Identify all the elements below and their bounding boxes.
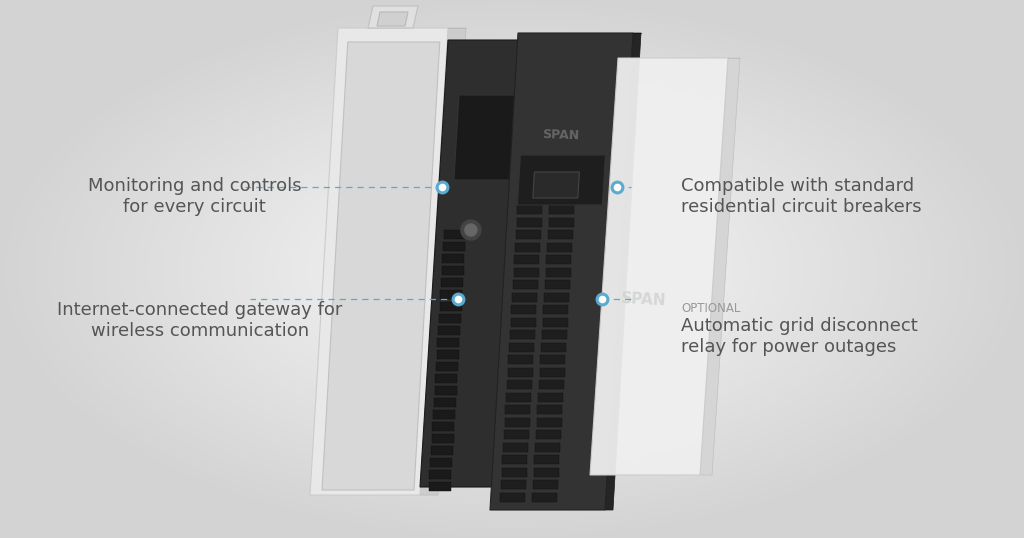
Polygon shape — [441, 266, 464, 275]
Polygon shape — [500, 492, 525, 501]
Polygon shape — [437, 338, 460, 347]
Polygon shape — [490, 33, 633, 510]
Polygon shape — [547, 255, 571, 264]
Polygon shape — [420, 28, 466, 495]
Text: SPAN: SPAN — [621, 291, 667, 309]
Text: Automatic grid disconnect
relay for power outages: Automatic grid disconnect relay for powe… — [681, 317, 918, 356]
Polygon shape — [511, 317, 536, 327]
Polygon shape — [506, 393, 531, 401]
Circle shape — [465, 224, 477, 236]
Polygon shape — [441, 278, 463, 287]
Polygon shape — [443, 230, 466, 239]
Polygon shape — [534, 468, 559, 477]
Polygon shape — [535, 455, 559, 464]
Polygon shape — [517, 217, 542, 226]
Polygon shape — [432, 434, 454, 443]
Polygon shape — [507, 380, 531, 389]
Polygon shape — [442, 254, 465, 263]
Text: OPTIONAL: OPTIONAL — [681, 302, 740, 315]
Polygon shape — [514, 255, 540, 264]
Polygon shape — [515, 243, 540, 251]
Text: Compatible with standard
residential circuit breakers: Compatible with standard residential cir… — [681, 177, 922, 216]
Polygon shape — [514, 267, 539, 277]
Polygon shape — [541, 355, 565, 364]
Polygon shape — [501, 480, 526, 489]
Polygon shape — [543, 317, 567, 327]
Polygon shape — [443, 242, 465, 251]
Text: SPAN: SPAN — [542, 128, 579, 142]
Polygon shape — [368, 6, 418, 28]
Polygon shape — [431, 446, 453, 455]
Polygon shape — [504, 430, 529, 439]
Polygon shape — [429, 482, 451, 491]
Polygon shape — [435, 374, 458, 383]
Polygon shape — [532, 480, 558, 489]
Polygon shape — [420, 40, 538, 487]
Polygon shape — [310, 28, 449, 495]
Polygon shape — [700, 58, 740, 475]
Polygon shape — [454, 95, 519, 180]
Polygon shape — [547, 243, 572, 251]
Polygon shape — [548, 230, 572, 239]
Polygon shape — [538, 405, 562, 414]
Polygon shape — [605, 33, 641, 510]
Polygon shape — [539, 393, 563, 401]
Text: Monitoring and controls
for every circuit: Monitoring and controls for every circui… — [88, 177, 301, 216]
Polygon shape — [512, 293, 538, 301]
Polygon shape — [541, 343, 566, 351]
Polygon shape — [532, 172, 580, 198]
Polygon shape — [544, 293, 569, 301]
Polygon shape — [377, 12, 408, 26]
Polygon shape — [537, 417, 561, 427]
Polygon shape — [505, 417, 529, 427]
Polygon shape — [436, 350, 459, 359]
Polygon shape — [544, 305, 568, 314]
Polygon shape — [503, 442, 528, 451]
Polygon shape — [509, 343, 535, 351]
Polygon shape — [513, 280, 538, 289]
Polygon shape — [440, 290, 462, 299]
Circle shape — [461, 220, 481, 240]
Polygon shape — [508, 355, 534, 364]
Polygon shape — [432, 422, 455, 431]
Polygon shape — [532, 492, 557, 501]
Polygon shape — [549, 217, 573, 226]
Polygon shape — [510, 40, 550, 487]
Polygon shape — [429, 470, 452, 479]
Polygon shape — [438, 326, 460, 335]
Polygon shape — [433, 410, 455, 419]
Polygon shape — [322, 42, 439, 490]
Polygon shape — [517, 155, 605, 205]
Polygon shape — [550, 205, 574, 214]
Polygon shape — [539, 380, 564, 389]
Polygon shape — [434, 398, 456, 407]
Polygon shape — [511, 305, 537, 314]
Polygon shape — [439, 314, 461, 323]
Polygon shape — [516, 230, 541, 239]
Polygon shape — [503, 455, 527, 464]
Polygon shape — [434, 386, 457, 395]
Polygon shape — [436, 362, 458, 371]
Polygon shape — [510, 330, 535, 339]
Polygon shape — [546, 267, 570, 277]
Polygon shape — [439, 302, 462, 311]
Polygon shape — [506, 405, 530, 414]
Polygon shape — [517, 205, 543, 214]
Polygon shape — [540, 367, 564, 377]
Polygon shape — [542, 330, 567, 339]
Polygon shape — [536, 442, 560, 451]
Polygon shape — [508, 367, 532, 377]
Text: Internet-connected gateway for
wireless communication: Internet-connected gateway for wireless … — [57, 301, 342, 339]
Polygon shape — [536, 430, 561, 439]
Polygon shape — [590, 58, 728, 475]
Polygon shape — [430, 458, 453, 467]
Polygon shape — [545, 280, 570, 289]
Polygon shape — [502, 468, 526, 477]
